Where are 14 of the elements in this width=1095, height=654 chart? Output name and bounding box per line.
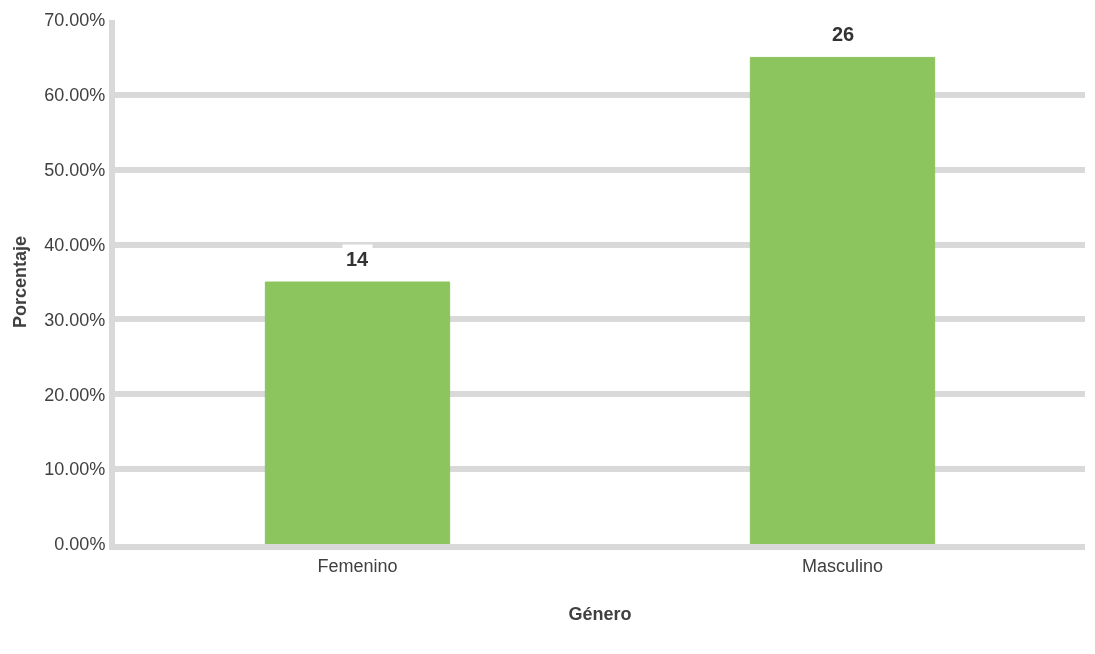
y-tick-label: 70.00% xyxy=(44,10,106,31)
y-tick-label: 50.00% xyxy=(44,160,106,181)
y-tick-label: 40.00% xyxy=(44,234,106,255)
y-tick-label: 10.00% xyxy=(44,459,106,480)
y-tick-label: 60.00% xyxy=(44,85,106,106)
annotation: 26 xyxy=(832,23,855,45)
x-axis-title: Género xyxy=(568,604,632,625)
annotation: 14 xyxy=(346,248,370,270)
y-tick-label: 0.00% xyxy=(54,534,106,555)
y-tick-label: 30.00% xyxy=(44,309,106,330)
x-tick-label: Femenino xyxy=(317,555,398,576)
y-tick-label: 20.00% xyxy=(44,384,106,405)
x-tick-label: Masculino xyxy=(801,555,884,576)
y-axis-title: Porcentaje xyxy=(10,235,31,329)
